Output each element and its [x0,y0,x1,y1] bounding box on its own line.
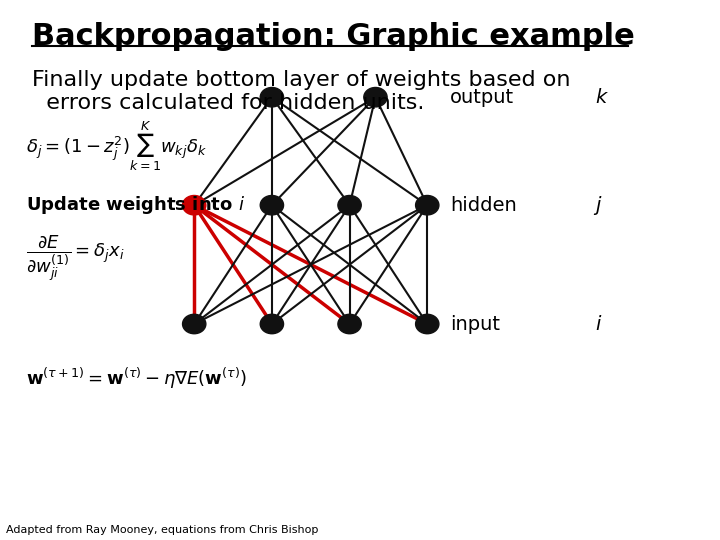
Text: $\dfrac{\partial E}{\partial w_{ji}^{(1)}} = \delta_j x_i$: $\dfrac{\partial E}{\partial w_{ji}^{(1)… [26,234,125,284]
Circle shape [260,87,284,107]
Circle shape [338,314,361,334]
Circle shape [260,314,284,334]
Text: hidden: hidden [450,195,517,215]
Text: $\delta_j = (1-z_j^2)\sum_{k=1}^{K} w_{kj}\delta_k$: $\delta_j = (1-z_j^2)\sum_{k=1}^{K} w_{k… [26,119,207,173]
Text: Backpropagation: Graphic example: Backpropagation: Graphic example [32,22,635,51]
Text: Update weights into $i$: Update weights into $i$ [26,194,245,216]
Text: $\mathbf{w}^{(\tau+1)} = \mathbf{w}^{(\tau)} - \eta \nabla E(\mathbf{w}^{(\tau)}: $\mathbf{w}^{(\tau+1)} = \mathbf{w}^{(\t… [26,366,247,390]
Circle shape [183,195,206,215]
Text: k: k [595,87,607,107]
Circle shape [338,195,361,215]
Circle shape [415,195,439,215]
Text: output: output [450,87,514,107]
Circle shape [415,314,439,334]
Text: input: input [450,314,500,334]
Circle shape [183,314,206,334]
Text: j: j [595,195,601,215]
Text: Adapted from Ray Mooney, equations from Chris Bishop: Adapted from Ray Mooney, equations from … [6,524,319,535]
Text: i: i [595,314,601,334]
Text: Finally update bottom layer of weights based on
  errors calculated for hidden u: Finally update bottom layer of weights b… [32,70,571,113]
Circle shape [260,195,284,215]
Circle shape [364,87,387,107]
